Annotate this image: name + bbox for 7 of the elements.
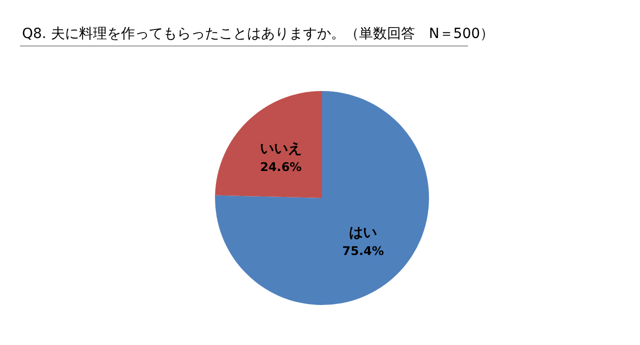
slice-label: いいえ <box>260 140 302 157</box>
chart-title: Q8. 夫に料理を作ってもらったことはありますか。（単数回答 N＝500） <box>22 26 494 42</box>
pie-slice <box>215 91 429 305</box>
data-label: 75.4% <box>342 244 384 258</box>
slice-label: はい <box>349 225 378 242</box>
data-label: 24.6% <box>260 160 302 174</box>
pie-slice <box>215 91 322 198</box>
